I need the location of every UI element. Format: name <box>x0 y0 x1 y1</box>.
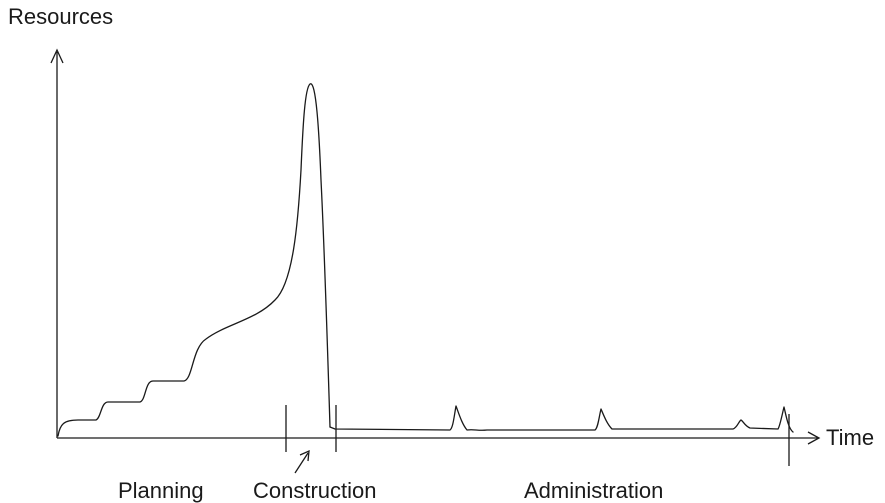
planning-staircase-curve <box>57 83 331 437</box>
x-axis-arrowhead <box>807 431 821 445</box>
construction-pointer-arrowhead <box>299 449 310 462</box>
administration-maintenance-curve <box>329 405 794 433</box>
x-axis-label: Time <box>826 425 874 450</box>
y-axis-label: Resources <box>8 4 113 29</box>
phase-label-planning: Planning <box>118 478 204 503</box>
y-axis-arrowhead <box>50 48 64 64</box>
phase-label-construction: Construction <box>253 478 377 503</box>
construction-pointer-arrow <box>294 452 309 474</box>
phase-label-administration: Administration <box>524 478 663 503</box>
